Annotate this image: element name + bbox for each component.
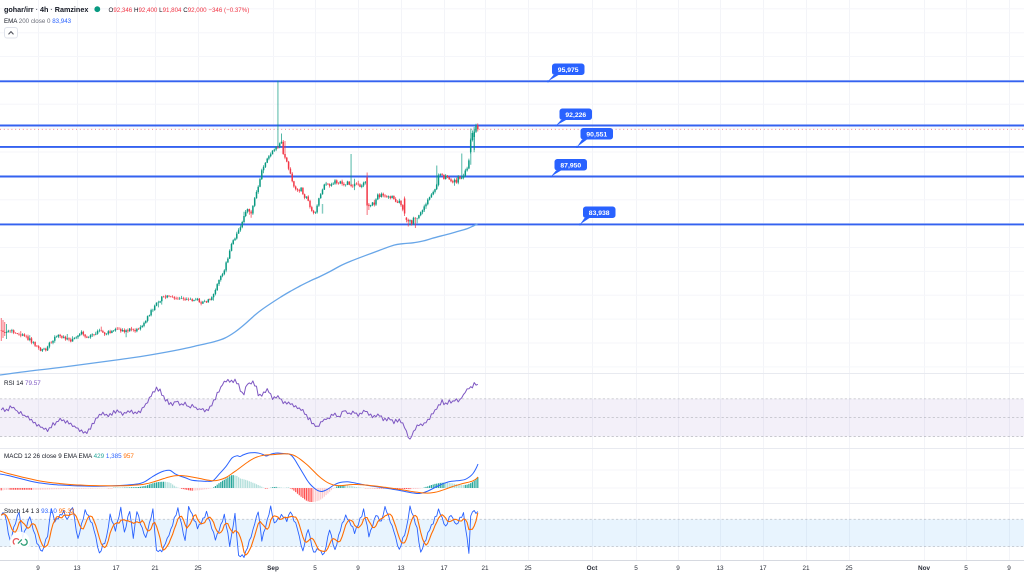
svg-text:EMA 200 close 0 83,943: EMA 200 close 0 83,943 <box>4 18 72 25</box>
svg-text:13: 13 <box>73 565 81 572</box>
svg-text:25: 25 <box>524 565 532 572</box>
svg-text:21: 21 <box>481 565 489 572</box>
svg-text:21: 21 <box>151 565 159 572</box>
svg-text:Stoch 14 1 3 93.10 95.32: Stoch 14 1 3 93.10 95.32 <box>4 508 75 515</box>
svg-text:Nov: Nov <box>918 565 931 572</box>
svg-text:17: 17 <box>440 565 448 572</box>
svg-text:RSI 14 79.57: RSI 14 79.57 <box>4 380 41 387</box>
svg-text:gohar/irr · 4h · Ramzinex: gohar/irr · 4h · Ramzinex <box>4 5 88 14</box>
svg-text:25: 25 <box>845 565 853 572</box>
svg-text:95,975: 95,975 <box>558 67 579 74</box>
svg-text:17: 17 <box>112 565 120 572</box>
svg-text:25: 25 <box>194 565 202 572</box>
svg-text:5: 5 <box>634 565 638 572</box>
svg-text:9: 9 <box>1007 565 1011 572</box>
svg-text:9: 9 <box>356 565 360 572</box>
svg-text:O92,346 H92,400 L91,804 C92,00: O92,346 H92,400 L91,804 C92,000 −346 (−0… <box>109 7 250 14</box>
svg-text:87,950: 87,950 <box>560 162 581 169</box>
svg-text:21: 21 <box>802 565 810 572</box>
svg-text:MACD 12 26 close 9 EMA EMA 429: MACD 12 26 close 9 EMA EMA 429 1,385 957 <box>4 453 134 460</box>
svg-text:13: 13 <box>716 565 724 572</box>
svg-text:5: 5 <box>964 565 968 572</box>
svg-text:13: 13 <box>397 565 405 572</box>
svg-text:92,226: 92,226 <box>565 112 586 119</box>
svg-text:Sep: Sep <box>267 565 279 572</box>
svg-text:17: 17 <box>759 565 767 572</box>
svg-text:Oct: Oct <box>587 565 599 572</box>
svg-text:9: 9 <box>676 565 680 572</box>
svg-text:5: 5 <box>313 565 317 572</box>
svg-text:83,938: 83,938 <box>589 210 610 217</box>
svg-text:90,551: 90,551 <box>586 131 607 138</box>
svg-text:9: 9 <box>36 565 40 572</box>
